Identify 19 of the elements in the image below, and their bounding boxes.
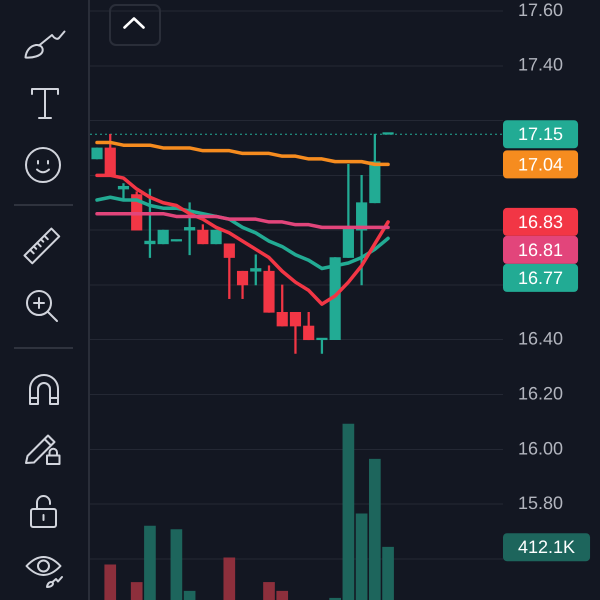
- bar: [184, 590, 196, 600]
- ref-line-label: 17.15: [518, 124, 564, 144]
- text: 16.83: [518, 212, 564, 232]
- y-tick-label: 16.20: [518, 383, 564, 404]
- text: 17.04: [518, 154, 564, 174]
- y-tick-label: 17.60: [518, 0, 564, 20]
- text: 16.77: [518, 268, 564, 288]
- text: 16.81: [518, 240, 564, 260]
- y-tick-label: 17.40: [518, 54, 564, 75]
- y-tick-label: 16.40: [518, 328, 564, 349]
- bar: [104, 564, 116, 600]
- candlestick: [250, 254, 262, 286]
- y-tick-label: 15.80: [518, 493, 564, 514]
- y-tick-label: 16.00: [518, 438, 564, 458]
- bar: [170, 529, 182, 600]
- bar: [130, 582, 143, 600]
- text: 412.1K: [518, 537, 576, 558]
- bar: [144, 526, 156, 600]
- bar: [223, 557, 236, 600]
